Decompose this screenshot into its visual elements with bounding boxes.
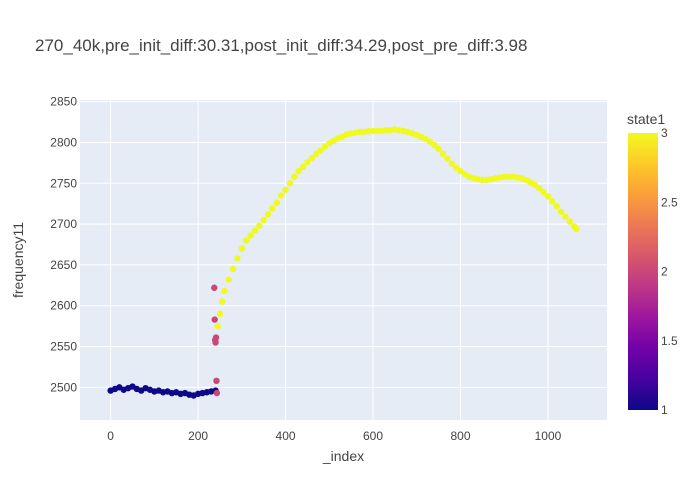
y-tick-label: 2750 — [50, 176, 77, 190]
data-point — [299, 163, 307, 171]
data-point — [312, 150, 320, 158]
data-point — [562, 213, 569, 220]
x-tick-label: 600 — [363, 429, 383, 443]
data-point — [382, 127, 390, 134]
data-point — [213, 389, 221, 397]
chart-title: 270_40k,pre_init_diff:30.31,post_init_di… — [35, 36, 527, 55]
x-axis-ticks: 0 200 400 600 800 1000 — [107, 429, 561, 443]
data-point — [211, 316, 218, 323]
data-point — [544, 193, 552, 200]
data-point — [214, 322, 221, 330]
data-point — [273, 199, 281, 207]
data-point — [479, 176, 486, 184]
data-point — [251, 227, 259, 234]
gridlines — [80, 100, 607, 420]
x-tick-label: 1000 — [535, 429, 562, 443]
data-point — [435, 145, 442, 153]
data-point — [308, 154, 315, 162]
y-tick-label: 2800 — [50, 135, 77, 149]
data-point — [505, 173, 512, 180]
y-tick-label: 2700 — [50, 217, 77, 231]
colorbar: state1 1 1.5 2 2.5 3 — [627, 111, 678, 417]
data-point — [269, 205, 276, 212]
data-point — [536, 184, 543, 192]
x-tick-label: 200 — [188, 429, 208, 443]
data-point — [282, 186, 289, 193]
data-point — [444, 155, 451, 162]
data-point — [566, 218, 574, 225]
data-point — [211, 284, 218, 291]
data-points — [107, 126, 580, 399]
data-point — [431, 141, 438, 149]
data-point — [213, 377, 220, 385]
data-point — [212, 334, 220, 341]
data-point — [225, 276, 232, 283]
colorbar-tick-label: 1 — [661, 403, 668, 417]
y-axis-title: frequency11 — [10, 222, 26, 298]
x-axis-title: _index — [322, 448, 364, 464]
data-point — [573, 225, 580, 233]
data-point — [218, 298, 226, 305]
data-point — [457, 167, 464, 175]
data-point — [295, 167, 302, 175]
data-point — [247, 232, 254, 239]
data-point — [277, 192, 285, 199]
data-point — [317, 147, 324, 154]
colorbar-tick-label: 3 — [661, 126, 668, 140]
y-tick-label: 2550 — [50, 340, 77, 354]
x-tick-label: 0 — [107, 429, 114, 443]
y-tick-label: 2650 — [50, 258, 77, 272]
colorbar-title: state1 — [627, 111, 665, 127]
data-point — [256, 222, 263, 229]
data-point — [452, 164, 460, 171]
data-point — [374, 127, 381, 135]
data-point — [234, 255, 241, 262]
data-point — [291, 173, 298, 180]
colorbar-ticks: 1 1.5 2 2.5 3 — [661, 126, 678, 417]
y-axis-ticks: 2500 2550 2600 2650 2700 2750 2800 2850 — [50, 95, 77, 395]
data-point — [221, 287, 228, 295]
data-point — [448, 160, 455, 167]
data-point — [242, 237, 250, 244]
data-point — [540, 189, 547, 196]
x-tick-label: 400 — [276, 429, 296, 443]
data-point — [426, 138, 434, 145]
colorbar-tick-label: 2.5 — [661, 195, 678, 209]
data-point — [501, 173, 508, 180]
data-point — [212, 339, 219, 346]
y-tick-label: 2500 — [50, 380, 77, 394]
data-point — [286, 180, 294, 187]
data-point — [238, 245, 246, 252]
data-point — [229, 265, 237, 273]
colorbar-gradient — [628, 133, 658, 410]
data-point — [264, 211, 272, 218]
data-point — [553, 202, 560, 210]
data-point — [304, 158, 311, 166]
y-tick-label: 2600 — [50, 299, 77, 313]
data-point — [260, 216, 267, 224]
data-point — [549, 198, 556, 205]
data-point — [216, 310, 224, 318]
data-point — [369, 127, 377, 135]
x-tick-label: 800 — [450, 429, 470, 443]
colorbar-tick-label: 2 — [661, 265, 668, 279]
data-point — [439, 150, 447, 158]
y-tick-label: 2850 — [50, 95, 77, 109]
plot-area — [80, 100, 607, 420]
data-point — [557, 208, 565, 216]
data-point — [365, 127, 372, 135]
data-point — [356, 128, 364, 136]
data-point — [321, 143, 329, 150]
colorbar-tick-label: 1.5 — [661, 334, 678, 348]
data-point — [531, 181, 539, 189]
